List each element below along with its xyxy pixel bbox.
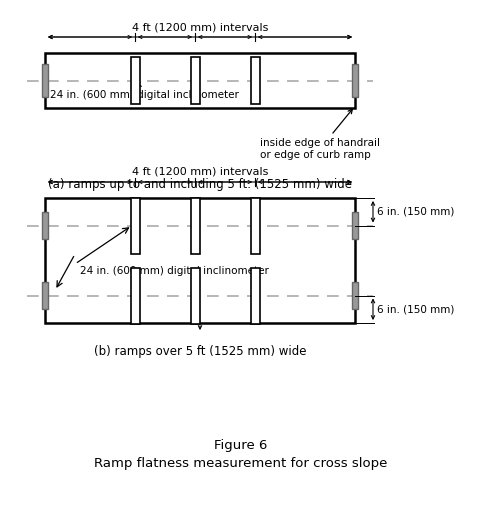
Text: (b) ramps over 5 ft (1525 mm) wide: (b) ramps over 5 ft (1525 mm) wide (94, 345, 306, 358)
Bar (45, 53, 355, 108)
Bar (131, 268, 139, 324)
Text: 6 in. (150 mm): 6 in. (150 mm) (377, 304, 455, 314)
Text: Ramp flatness measurement for cross slope: Ramp flatness measurement for cross slop… (94, 458, 388, 470)
Bar (131, 198, 139, 253)
Bar (190, 198, 200, 253)
Bar (45, 198, 355, 323)
Text: (a) ramps up to and including 5 ft. (1525 mm) wide: (a) ramps up to and including 5 ft. (152… (48, 178, 352, 191)
Bar (131, 57, 139, 104)
Bar (352, 282, 358, 309)
Text: 24 in. (600 mm) digital inclinometer: 24 in. (600 mm) digital inclinometer (50, 84, 239, 100)
Bar (42, 212, 48, 239)
Text: Figure 6: Figure 6 (214, 439, 268, 453)
Bar (42, 64, 48, 97)
Bar (251, 57, 259, 104)
Bar (352, 212, 358, 239)
Bar (352, 64, 358, 97)
Text: 6 in. (150 mm): 6 in. (150 mm) (377, 207, 455, 217)
Bar (251, 268, 259, 324)
Bar (251, 198, 259, 253)
Text: 4 ft (1200 mm) intervals: 4 ft (1200 mm) intervals (132, 22, 268, 32)
Text: 4 ft (1200 mm) intervals: 4 ft (1200 mm) intervals (132, 167, 268, 177)
Text: inside edge of handrail
or edge of curb ramp: inside edge of handrail or edge of curb … (260, 109, 380, 160)
Bar (190, 57, 200, 104)
Text: 24 in. (600 mm) digital inclinometer: 24 in. (600 mm) digital inclinometer (80, 266, 269, 276)
Bar (190, 268, 200, 324)
Bar (42, 282, 48, 309)
